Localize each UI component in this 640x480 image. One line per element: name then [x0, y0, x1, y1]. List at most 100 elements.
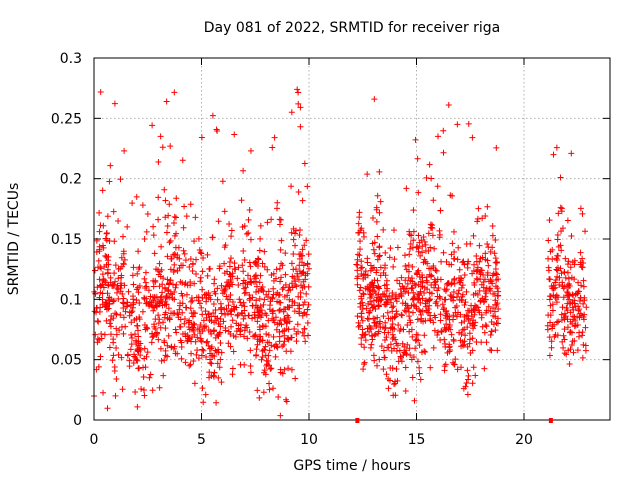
data-point — [430, 319, 437, 326]
data-point — [179, 279, 186, 286]
data-point — [247, 263, 254, 270]
data-point — [390, 263, 397, 270]
data-point — [411, 397, 418, 404]
data-point — [559, 338, 566, 345]
data-point — [429, 232, 436, 239]
data-point — [356, 287, 363, 294]
data-point — [115, 295, 122, 302]
data-point — [193, 271, 200, 278]
data-point — [470, 325, 477, 332]
data-point — [377, 198, 384, 205]
data-point — [291, 325, 298, 332]
data-point — [427, 224, 434, 231]
data-point — [137, 352, 144, 359]
data-point — [391, 227, 398, 234]
data-point — [155, 194, 162, 201]
data-point — [419, 283, 426, 290]
data-point — [381, 282, 388, 289]
data-point — [353, 261, 360, 268]
data-point — [482, 213, 489, 220]
data-point — [401, 349, 408, 356]
data-point — [147, 371, 154, 378]
data-point — [196, 300, 203, 307]
data-point — [171, 296, 178, 303]
data-point — [357, 246, 364, 253]
data-point — [251, 279, 258, 286]
data-point — [384, 309, 391, 316]
data-point — [416, 342, 423, 349]
data-point — [485, 262, 492, 269]
data-point — [203, 298, 210, 305]
data-point — [214, 296, 221, 303]
data-point — [261, 367, 268, 374]
data-point — [582, 342, 589, 349]
data-point — [423, 277, 430, 284]
data-point — [277, 412, 284, 419]
data-point — [421, 332, 428, 339]
data-point — [393, 310, 400, 317]
data-point — [164, 294, 171, 301]
data-point — [460, 385, 467, 392]
data-point — [210, 309, 217, 316]
data-point — [395, 322, 402, 329]
data-point — [290, 236, 297, 243]
data-point — [456, 329, 463, 336]
data-point — [192, 214, 199, 221]
data-point — [107, 274, 114, 281]
data-point — [482, 250, 489, 257]
data-point — [106, 301, 113, 308]
data-point — [299, 259, 306, 266]
data-point — [299, 329, 306, 336]
chart-title: Day 081 of 2022, SRMTID for receiver rig… — [204, 20, 501, 36]
data-point — [91, 308, 98, 315]
data-point — [259, 337, 266, 344]
data-point — [141, 345, 148, 352]
data-point — [469, 380, 476, 387]
data-point — [388, 324, 395, 331]
data-point — [95, 257, 102, 264]
data-point — [402, 277, 409, 284]
data-point — [228, 233, 235, 240]
data-point — [213, 399, 220, 406]
data-point — [355, 319, 362, 326]
data-point — [370, 352, 377, 359]
data-point — [382, 324, 389, 331]
data-point — [261, 248, 268, 255]
data-point — [376, 295, 383, 302]
data-point — [465, 372, 472, 379]
data-point — [380, 313, 387, 320]
data-point — [99, 187, 106, 194]
data-point — [484, 269, 491, 276]
data-point — [299, 197, 306, 204]
data-point — [487, 276, 494, 283]
data-point — [217, 339, 224, 346]
data-point — [144, 349, 151, 356]
data-point — [297, 123, 304, 130]
data-point — [399, 300, 406, 307]
data-point — [479, 323, 486, 330]
data-point — [166, 239, 173, 246]
data-point — [153, 331, 160, 338]
data-point — [419, 249, 426, 256]
data-point — [373, 206, 380, 213]
data-point — [228, 323, 235, 330]
data-point — [577, 205, 584, 212]
data-point — [483, 323, 490, 330]
data-point — [97, 88, 104, 95]
x-tick-label: 20 — [515, 432, 533, 448]
data-point — [100, 284, 107, 291]
data-point — [240, 315, 247, 322]
data-point — [415, 232, 422, 239]
data-point — [142, 279, 149, 286]
data-point — [104, 257, 111, 264]
data-point — [470, 232, 477, 239]
data-point — [369, 286, 376, 293]
data-point — [285, 304, 292, 311]
data-point — [559, 225, 566, 232]
data-point — [393, 298, 400, 305]
data-point — [209, 234, 216, 241]
data-point — [392, 380, 399, 387]
data-point — [443, 286, 450, 293]
data-point — [364, 259, 371, 266]
data-point — [170, 251, 177, 258]
